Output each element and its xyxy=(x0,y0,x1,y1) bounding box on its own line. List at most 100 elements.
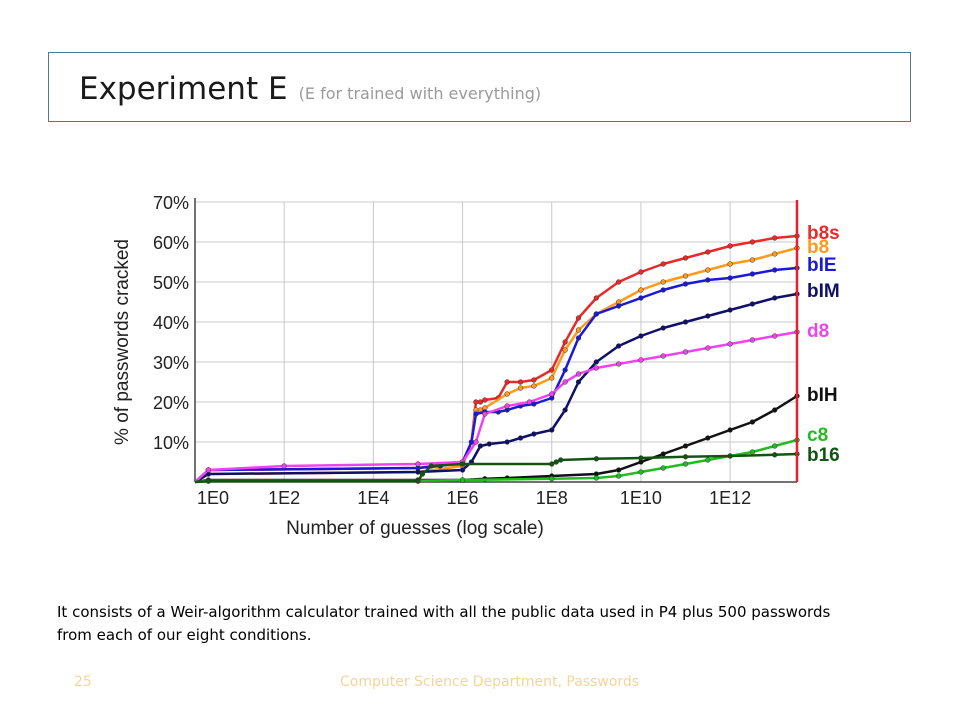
data-point-b8s xyxy=(593,295,599,301)
data-point-bIM xyxy=(415,469,421,475)
data-point-d8 xyxy=(660,353,666,359)
data-point-b16 xyxy=(428,463,434,469)
series-label-b16: b16 xyxy=(807,445,840,466)
data-point-b16 xyxy=(205,478,212,484)
series-line-b8 xyxy=(194,246,798,484)
series-label-b8s: b8s xyxy=(807,223,840,244)
data-point-b8 xyxy=(504,391,510,397)
chart-series xyxy=(194,233,800,484)
data-point-b8s xyxy=(473,399,479,405)
data-point-d8 xyxy=(415,461,421,467)
data-point-bIM xyxy=(615,343,622,349)
data-point-b16 xyxy=(727,453,733,459)
data-point-b8 xyxy=(727,261,733,267)
data-point-bIM xyxy=(682,319,689,325)
data-point-d8 xyxy=(562,379,568,385)
data-point-b8 xyxy=(772,251,778,257)
data-point-b8s xyxy=(562,339,568,345)
y-axis-title: % of passwords cracked xyxy=(112,239,133,445)
data-point-d8 xyxy=(575,371,582,377)
data-point-b8 xyxy=(531,383,537,389)
series-label-bIE: bIE xyxy=(807,255,837,276)
slide-subtitle: (E for trained with everything) xyxy=(298,84,542,103)
data-point-d8 xyxy=(205,467,212,473)
data-point-c8 xyxy=(593,475,599,481)
data-point-c8 xyxy=(638,469,644,475)
data-point-d8 xyxy=(749,337,756,343)
data-point-d8 xyxy=(549,391,555,397)
data-point-bIM xyxy=(517,435,524,441)
data-point-b8s xyxy=(749,239,756,245)
series-line-d8 xyxy=(194,330,798,483)
data-point-c8 xyxy=(459,477,466,483)
data-point-b8 xyxy=(575,327,582,333)
series-line-bIE xyxy=(194,266,798,483)
data-point-bIE xyxy=(705,277,711,283)
data-point-b8s xyxy=(615,279,622,285)
data-point-bIH xyxy=(705,435,711,441)
data-point-bIM xyxy=(749,301,756,307)
data-point-bIM xyxy=(575,379,582,385)
data-point-d8 xyxy=(638,357,644,363)
data-point-b8 xyxy=(638,287,644,293)
data-point-d8 xyxy=(772,333,778,339)
data-point-b8s xyxy=(660,261,666,267)
data-point-d8 xyxy=(593,365,599,371)
data-point-bIH xyxy=(772,407,778,413)
data-point-b16 xyxy=(415,478,421,484)
data-point-b16 xyxy=(558,457,564,463)
title-box: Experiment E (E for trained with everyth… xyxy=(48,52,911,122)
series-label-bIM: bIM xyxy=(807,281,840,302)
data-point-bIE xyxy=(727,275,733,281)
data-point-d8 xyxy=(705,345,711,351)
data-point-bIE xyxy=(575,335,582,341)
y-tick-label: 40% xyxy=(153,313,189,333)
data-point-bIM xyxy=(660,325,666,331)
data-point-b16 xyxy=(593,456,599,462)
data-point-d8 xyxy=(281,463,287,469)
y-tick-label: 70% xyxy=(153,193,189,213)
data-point-bIE xyxy=(638,295,644,301)
data-point-bIE xyxy=(562,367,568,373)
y-tick-label: 50% xyxy=(153,273,189,293)
data-point-bIM xyxy=(549,427,555,433)
data-point-b8 xyxy=(517,385,524,391)
data-point-b8s xyxy=(477,399,484,405)
y-tick-label: 10% xyxy=(153,433,189,453)
data-point-b8s xyxy=(482,397,488,403)
data-point-b16 xyxy=(638,455,644,461)
slide-caption: It consists of a Weir-algorithm calculat… xyxy=(57,603,831,644)
data-point-bIE xyxy=(772,267,778,273)
series-label-bIH: bIH xyxy=(807,385,838,406)
x-tick-label: 1E4 xyxy=(357,488,389,508)
data-point-bIM xyxy=(705,313,711,319)
chart-axes: 10% 20% 30% 40% 50% 60% 70% 1E0 1E2 1E4 1E6 1E8 1E10… xyxy=(112,193,797,539)
data-point-bIH xyxy=(660,451,666,457)
y-tick-label: 20% xyxy=(153,393,189,413)
data-point-c8 xyxy=(705,457,711,463)
series-label-b8: b8 xyxy=(807,237,829,258)
data-point-d8 xyxy=(482,411,488,417)
data-point-b8s xyxy=(531,377,537,383)
data-point-d8 xyxy=(615,361,622,367)
data-point-b8s xyxy=(682,255,689,261)
data-point-b16 xyxy=(459,461,466,467)
data-point-bIE xyxy=(615,303,622,309)
data-point-d8 xyxy=(473,439,479,445)
data-point-bIM xyxy=(772,295,778,301)
data-point-b16 xyxy=(549,461,555,467)
data-point-b8 xyxy=(705,267,711,273)
data-point-bIH xyxy=(682,443,689,449)
data-point-d8 xyxy=(504,403,510,409)
data-point-bIM xyxy=(477,443,484,449)
data-point-bIM xyxy=(638,333,644,339)
data-point-b8 xyxy=(549,375,555,381)
data-point-bIM xyxy=(459,467,466,473)
data-point-c8 xyxy=(660,465,666,471)
data-point-b8s xyxy=(638,269,644,275)
data-point-bIM xyxy=(486,441,492,447)
series-label-c8: c8 xyxy=(807,425,828,446)
y-tick-label: 60% xyxy=(153,233,189,253)
x-tick-label: 1E2 xyxy=(268,488,300,508)
